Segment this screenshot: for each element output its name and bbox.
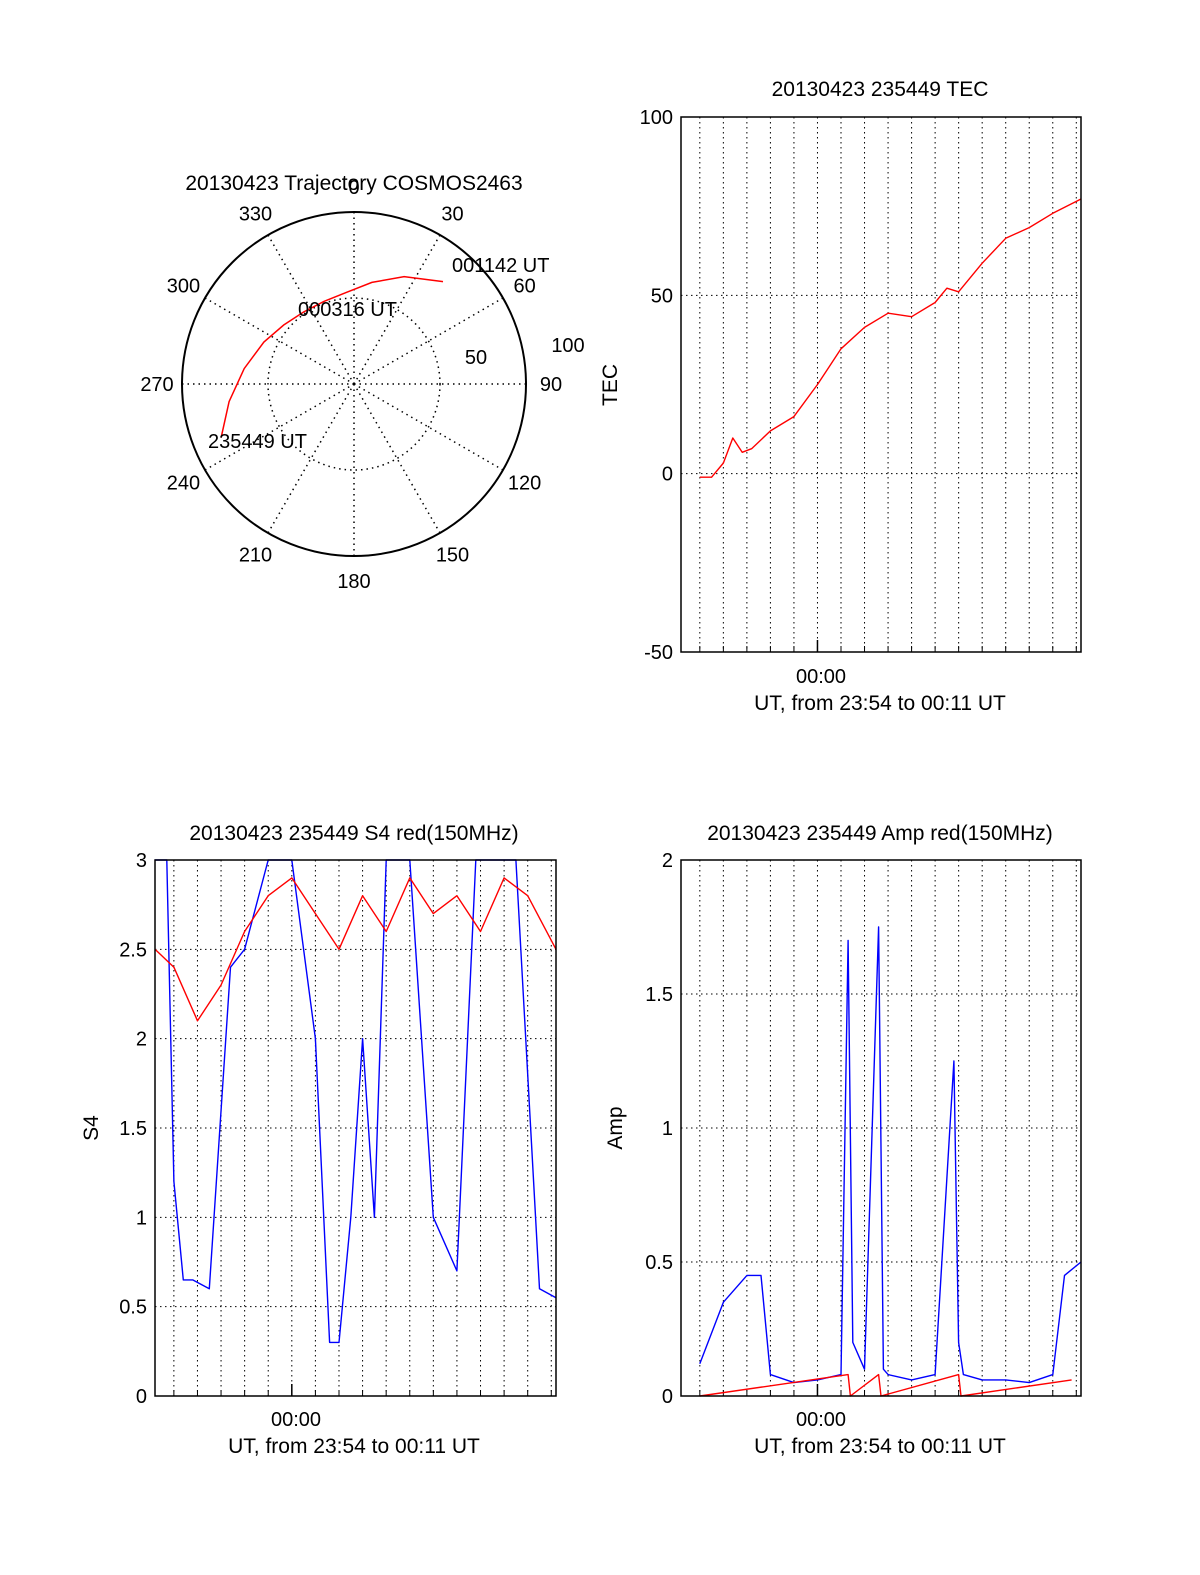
s4-grid — [155, 859, 556, 1397]
tec-frame — [680, 116, 1082, 653]
amp-x-label: UT, from 23:54 to 00:11 UT — [754, 1435, 1006, 1458]
s4-frame — [154, 859, 557, 1397]
tec-grid — [681, 116, 1081, 653]
polar-angle-label-270: 270 — [140, 374, 173, 396]
polar-spoke-240 — [204, 383, 355, 471]
s4-y-tick-label: 2.5 — [119, 939, 147, 961]
polar-spoke-60 — [353, 297, 504, 385]
polar-angle-label-300: 300 — [167, 276, 200, 298]
polar-angle-label-240: 240 — [167, 473, 200, 495]
s4-y-tick-label: 2 — [136, 1029, 147, 1051]
polar-angle-label-120: 120 — [508, 473, 541, 495]
trajectory-label-start: 235449 UT — [208, 431, 307, 453]
amp-y-label: Amp — [604, 1106, 627, 1149]
polar-angle-labels: 0 30 60 90 120 150 180 210 240 270 300 330 — [140, 177, 562, 593]
tec-plot: 20130423 235449 TEC -50 0 50 100 00:00 UT, … — [599, 78, 1082, 715]
amp-series — [699, 926, 1082, 1397]
s4-x-label: UT, from 23:54 to 00:11 UT — [228, 1435, 480, 1458]
tec-series — [699, 198, 1082, 478]
polar-trajectory-plot: 20130423 Trajectory COSMOS2463 0 30 60 90 12… — [140, 172, 584, 593]
polar-spoke-300 — [204, 297, 355, 385]
trajectory-label-mid: 000316 UT — [298, 299, 397, 321]
polar-angle-label-330: 330 — [239, 203, 272, 225]
polar-spoke-120 — [353, 383, 504, 471]
tec-y-label: TEC — [599, 364, 622, 406]
polar-ring-50 — [267, 297, 441, 471]
s4-title: 20130423 235449 S4 red(150MHz) — [189, 822, 518, 845]
trajectory-path — [220, 275, 444, 438]
amp-x-tick-0000: 00:00 — [796, 1409, 846, 1431]
amp-title: 20130423 235449 Amp red(150MHz) — [707, 822, 1053, 845]
amp-y-tick-label: 1.5 — [645, 984, 673, 1006]
polar-angle-label-150: 150 — [436, 545, 469, 567]
amp-frame — [680, 859, 1082, 1397]
radial-label-50: 50 — [465, 347, 487, 369]
amp-series-2 — [699, 1373, 1072, 1397]
radial-label-100: 100 — [551, 335, 584, 357]
s4-series — [154, 859, 557, 1344]
s4-plot: 20130423 235449 S4 red(150MHz) 0 0.5 1 1.5 2… — [80, 822, 557, 1458]
polar-angle-label-0: 0 — [348, 177, 359, 199]
tec-y-ticks: -50 0 50 100 — [640, 107, 673, 664]
tec-series-1 — [699, 198, 1082, 478]
polar-angle-label-180: 180 — [337, 571, 370, 593]
amp-y-tick-label: 2 — [662, 850, 673, 872]
s4-y-tick-label: 0.5 — [119, 1297, 147, 1319]
s4-y-label: S4 — [80, 1115, 103, 1141]
polar-spoke-30 — [353, 234, 441, 385]
polar-title: 20130423 Trajectory COSMOS2463 — [185, 172, 522, 195]
polar-angle-label-90: 90 — [540, 374, 562, 396]
tec-y-tick-label: 100 — [640, 107, 673, 129]
s4-series-1 — [155, 859, 557, 1344]
s4-y-ticks: 0 0.5 1 1.5 2 2.5 3 — [119, 850, 147, 1408]
s4-y-tick-label: 0 — [136, 1386, 147, 1408]
amp-y-tick-label: 0.5 — [645, 1252, 673, 1274]
polar-spokes — [182, 212, 526, 556]
amp-series-1 — [699, 926, 1082, 1384]
tec-y-tick-label: 50 — [651, 285, 673, 307]
polar-spoke-330 — [267, 234, 355, 385]
amp-y-ticks: 0 0.5 1 1.5 2 — [645, 850, 673, 1408]
polar-trajectory — [220, 275, 444, 438]
trajectory-label-end: 001142 UT — [452, 255, 549, 277]
amp-y-tick-label: 1 — [662, 1118, 673, 1140]
s4-series-2 — [154, 877, 557, 1022]
polar-angle-label-60: 60 — [513, 276, 535, 298]
s4-y-tick-label: 3 — [136, 850, 147, 872]
s4-y-tick-label: 1.5 — [119, 1118, 147, 1140]
tec-x-label: UT, from 23:54 to 00:11 UT — [754, 692, 1006, 715]
tec-x-tick-0000: 00:00 — [796, 666, 846, 688]
polar-angle-label-30: 30 — [441, 203, 463, 225]
polar-spoke-210 — [267, 383, 355, 534]
tec-title: 20130423 235449 TEC — [772, 78, 989, 101]
amp-y-tick-label: 0 — [662, 1386, 673, 1408]
polar-spoke-150 — [353, 383, 441, 534]
tec-y-tick-label: 0 — [662, 464, 673, 486]
s4-x-tick-0000: 00:00 — [271, 1409, 321, 1431]
tec-y-tick-label: -50 — [644, 642, 673, 664]
s4-y-tick-label: 1 — [136, 1207, 147, 1229]
amp-plot: 20130423 235449 Amp red(150MHz) 0 0.5 1 1.5… — [604, 822, 1082, 1458]
polar-angle-label-210: 210 — [239, 545, 272, 567]
polar-boundary — [181, 211, 527, 557]
